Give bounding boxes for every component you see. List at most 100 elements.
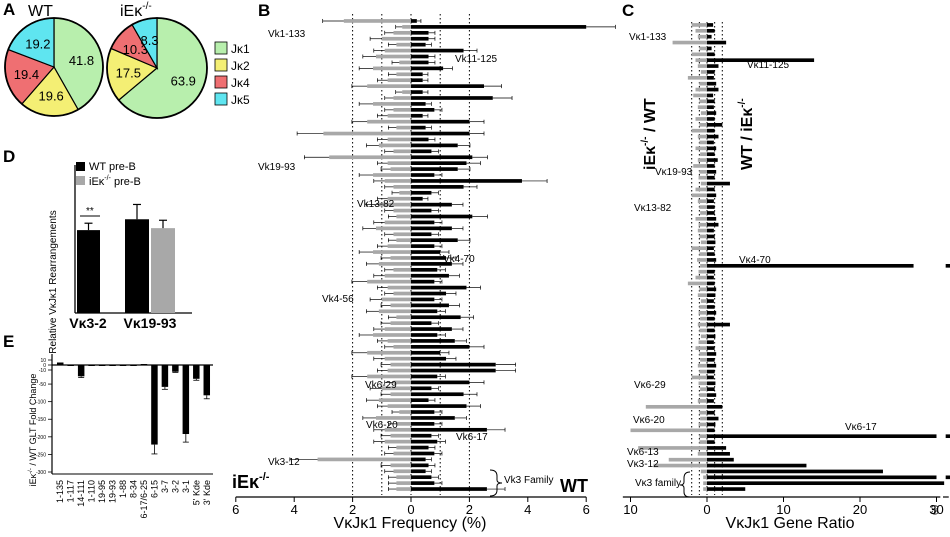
legend-swatch-Jκ4 xyxy=(214,75,228,89)
c-bar-wt xyxy=(707,322,730,327)
c-bar-wt xyxy=(707,269,715,274)
b-bar-iek xyxy=(393,380,411,385)
c-bar-wt xyxy=(707,246,714,251)
c-bar-wt xyxy=(707,222,719,227)
b-bar-wt xyxy=(411,48,464,53)
b-bar-iek xyxy=(390,362,411,367)
e-tick-label: 10 xyxy=(40,358,46,364)
b-bar-wt xyxy=(411,149,432,154)
e-bar-1-135 xyxy=(56,362,64,365)
c-bar-iek xyxy=(703,487,707,491)
c-bar-wt xyxy=(707,434,937,439)
b-bar-iek xyxy=(373,333,411,337)
b-x-axis-title: VκJκ1 Frequency (%) xyxy=(334,515,487,532)
c-bar-iek xyxy=(638,446,707,450)
c-bar-iek xyxy=(699,81,707,86)
c-annotations: Vκ1-133 Vκ11-125 Vκ19-93 Vκ13-82 Vκ4-70 Vκ6-2… xyxy=(627,32,877,498)
c-tick-label: 10 xyxy=(776,502,790,517)
b-bar-wt xyxy=(411,220,435,225)
b-bar-iek xyxy=(378,309,411,314)
panel-a-pie-charts: WT iEκ-/- 41.8 19.6 19.4 19.2 63.9 17.5 10.38… xyxy=(4,1,250,119)
c-bar-iek xyxy=(699,434,707,439)
b-annotation: Vk1-133 xyxy=(268,29,306,40)
c-bar-wt-stub xyxy=(945,475,950,480)
c-bar-iek xyxy=(672,40,707,45)
c-bar-iek xyxy=(697,293,707,298)
c-bars xyxy=(630,23,950,491)
c-bar-iek xyxy=(698,310,707,315)
c-bar-iek xyxy=(697,34,707,39)
c-bar-iek xyxy=(691,246,707,251)
b-bar-iek xyxy=(375,226,411,231)
c-bar-iek xyxy=(668,457,707,462)
b-bar-wt xyxy=(411,84,484,88)
b-bar-iek xyxy=(393,291,411,296)
b-bar-iek xyxy=(373,250,411,254)
b-bar-iek xyxy=(387,285,411,290)
c-bar-iek xyxy=(699,328,707,333)
b-bar-iek xyxy=(393,30,411,35)
b-bar-wt xyxy=(411,439,438,444)
c-bar-wt xyxy=(707,381,716,386)
b-annotation: Vk3-12 xyxy=(268,457,300,468)
b-bar-wt xyxy=(411,433,432,438)
b-bar-iek xyxy=(378,262,411,266)
e-bar-8-34 xyxy=(130,365,137,366)
b-bar-wt xyxy=(411,380,470,385)
e-bar-3-7 xyxy=(161,365,169,387)
c-bar-iek xyxy=(699,369,707,374)
b-bar-iek xyxy=(393,345,411,349)
b-bar-iek xyxy=(399,190,411,195)
c-bar-wt xyxy=(707,164,715,168)
b-bar-wt xyxy=(411,309,438,314)
c-bar-wt xyxy=(707,310,717,315)
b-bar-iek xyxy=(390,392,411,397)
b-bar-wt xyxy=(411,137,429,142)
d-bar-iek-vk19-93 xyxy=(151,228,175,313)
c-bar-wt xyxy=(707,134,719,139)
c-tick-label: 10 xyxy=(623,502,637,517)
c-bar-wt xyxy=(707,451,730,456)
c-bar-wt xyxy=(707,346,715,350)
c-bar-iek xyxy=(630,428,707,433)
c-bar-iek xyxy=(700,316,707,321)
c-bar-wt xyxy=(707,93,714,98)
b-bar-wt xyxy=(411,60,429,65)
b-bar-wt xyxy=(411,333,438,337)
c-tick-label: 30 xyxy=(929,502,943,517)
b-bar-wt xyxy=(411,25,587,29)
b-bar-wt xyxy=(411,96,493,100)
b-bar-iek xyxy=(396,475,411,480)
b-bar-wt xyxy=(411,214,473,219)
b-bar-wt xyxy=(411,173,435,177)
c-bar-wt xyxy=(707,334,716,339)
panel-letter-d: D xyxy=(3,147,15,166)
pie-slice-label: 19.4 xyxy=(14,67,39,82)
c-bar-wt xyxy=(707,146,717,151)
b-bar-wt xyxy=(411,78,423,83)
b-bar-iek xyxy=(393,469,411,474)
c-bar-iek xyxy=(700,334,707,339)
e-tick-label: -200 xyxy=(36,435,46,441)
b-annotation: Vk4-70 xyxy=(443,254,475,265)
c-bar-wt xyxy=(707,469,883,474)
b-bar-iek xyxy=(390,167,411,171)
c-bar-iek xyxy=(687,281,707,286)
c-annotation: Vκ11-125 xyxy=(747,60,790,71)
b-bar-iek xyxy=(390,256,411,260)
c-bar-iek xyxy=(695,58,707,63)
c-bar-wt xyxy=(707,275,714,280)
b-bar-iek xyxy=(381,297,411,302)
e-category-label: 6-17/6-25 xyxy=(139,480,149,519)
b-bar-iek xyxy=(399,60,411,65)
b-dotted-guides xyxy=(352,14,470,495)
c-annotation: Vκ3 family xyxy=(635,478,681,489)
c-bar-wt xyxy=(707,316,715,321)
c-bar-iek xyxy=(697,158,707,162)
e-tick-label: -150 xyxy=(36,417,46,423)
b-bar-iek xyxy=(396,422,411,426)
b-bar-wt xyxy=(411,487,487,491)
c-bar-wt xyxy=(707,446,727,450)
c-bar-wt xyxy=(707,428,715,433)
c-bar-wt xyxy=(707,128,715,133)
